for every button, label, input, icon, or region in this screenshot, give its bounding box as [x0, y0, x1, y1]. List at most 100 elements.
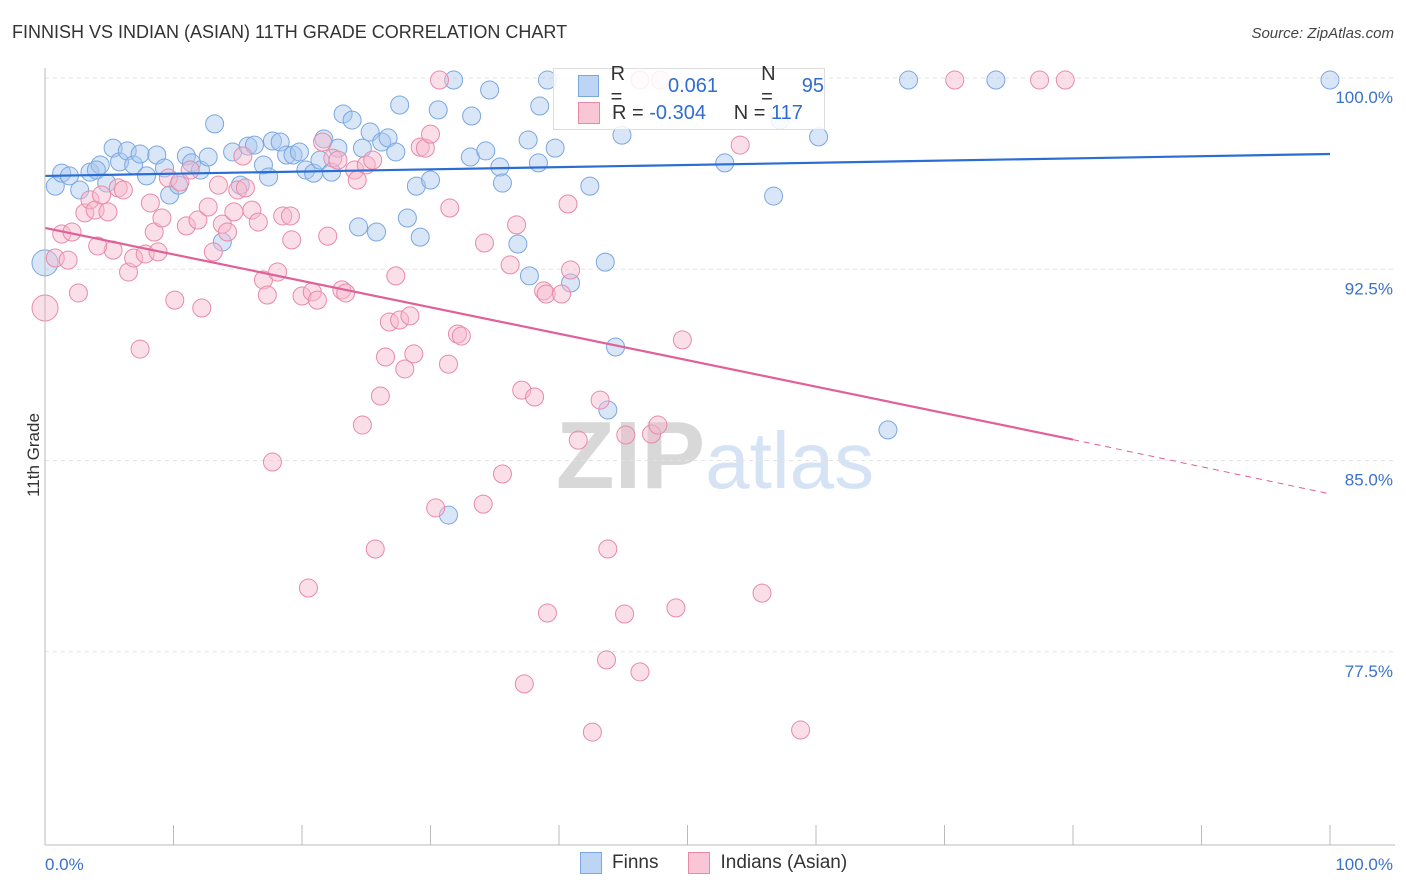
finns-point	[52, 163, 72, 183]
indians-point	[615, 604, 635, 624]
indians-point	[68, 283, 88, 303]
x-tick-label: 0.0%	[45, 855, 84, 874]
indians-point	[672, 330, 692, 350]
indians-point	[248, 212, 268, 232]
indians-point	[113, 180, 133, 200]
indians-point	[80, 190, 100, 210]
indians-point	[180, 160, 200, 180]
finns-point	[253, 155, 273, 175]
indians-point	[130, 339, 150, 359]
indians-point	[421, 124, 440, 144]
indians-point	[98, 202, 118, 222]
finns-point	[230, 175, 250, 195]
finns-point	[462, 106, 482, 126]
indians-point	[440, 198, 460, 218]
finns-point	[130, 144, 150, 164]
legend-item-indians[interactable]: Indians (Asian)	[688, 852, 847, 874]
indians-point	[273, 206, 293, 226]
indians-point	[590, 390, 610, 410]
indians-point	[176, 216, 196, 236]
indians-point	[474, 233, 494, 253]
indians-point	[561, 260, 581, 280]
indians-point	[616, 425, 636, 445]
r-label: R =	[612, 101, 644, 124]
indians-point	[228, 180, 248, 200]
finns-point	[545, 138, 565, 158]
indians-point	[165, 290, 185, 310]
indians-point	[507, 215, 527, 235]
indians-point	[298, 578, 318, 598]
legend-row-indians: R = -0.304 N = 117	[578, 100, 803, 126]
legend-label: Indians (Asian)	[720, 852, 848, 873]
indians-point	[280, 206, 300, 226]
finns-point	[117, 141, 137, 161]
finns-point	[406, 176, 426, 196]
finns-point	[492, 173, 512, 193]
finns-point	[244, 135, 264, 155]
indians-point	[224, 202, 244, 222]
indians-point	[363, 150, 383, 170]
finns-point	[595, 252, 615, 272]
finns-point	[367, 222, 387, 242]
finns-point	[169, 175, 189, 195]
indians-point	[203, 242, 223, 262]
finns-point	[580, 176, 600, 196]
indians-point	[1055, 70, 1075, 90]
legend-row-finns: R = 0.061 N = 95	[578, 63, 824, 108]
finns-point	[262, 131, 282, 151]
indians-point	[395, 359, 415, 379]
indians-point	[58, 250, 78, 270]
finns-point	[519, 266, 539, 286]
n-value: 95	[801, 74, 824, 97]
indians-point	[307, 290, 327, 310]
chart-title: FINNISH VS INDIAN (ASIAN) 11TH GRADE COR…	[12, 22, 568, 42]
finns-point	[444, 70, 464, 90]
indians-point	[945, 70, 965, 90]
indians-point	[597, 650, 617, 670]
indians-point	[451, 326, 471, 346]
y-tick-label: 92.5%	[1345, 279, 1393, 298]
indians-point	[558, 194, 578, 214]
indians-point	[235, 178, 255, 198]
finns-point	[421, 170, 440, 190]
indians-point	[400, 306, 420, 326]
finns-point	[476, 141, 496, 161]
finns-point	[410, 227, 430, 247]
indians-point	[282, 230, 302, 250]
finns-point	[155, 158, 175, 178]
source-label: Source: ZipAtlas.com	[1251, 25, 1394, 42]
indians-swatch	[688, 852, 711, 874]
finns-point	[598, 400, 618, 420]
finns-point	[70, 180, 90, 200]
finns-swatch	[580, 852, 602, 874]
finns-point	[508, 234, 528, 254]
indians-point	[438, 354, 458, 374]
indians-point	[262, 452, 282, 472]
indians-swatch	[578, 102, 600, 124]
indians-point	[124, 248, 144, 268]
finns-point	[296, 160, 316, 180]
legend-label: Finns	[612, 852, 659, 873]
y-tick-label: 100.0%	[1335, 88, 1393, 107]
finns-point	[1320, 70, 1340, 90]
finns-point	[764, 186, 784, 206]
indians-trend-extension	[1072, 439, 1331, 495]
indians-point	[666, 598, 686, 618]
indians-point	[92, 185, 112, 205]
indians-point	[268, 262, 288, 282]
n-value: 117	[771, 101, 803, 124]
legend-box: R = 0.061 N = 95 R = -0.304 N = 117	[553, 63, 825, 130]
finns-point	[277, 145, 297, 165]
indians-point	[537, 603, 557, 623]
indians-point	[390, 310, 410, 330]
indians-point	[500, 255, 520, 275]
indians-point	[88, 236, 108, 256]
indians-point	[473, 494, 493, 514]
finns-point	[198, 147, 218, 167]
finns-point	[986, 70, 1006, 90]
y-tick-label: 77.5%	[1345, 662, 1393, 681]
indians-point	[429, 70, 449, 90]
indians-point	[791, 720, 811, 740]
legend-item-finns[interactable]: Finns	[580, 852, 658, 874]
finns-point	[238, 136, 258, 156]
